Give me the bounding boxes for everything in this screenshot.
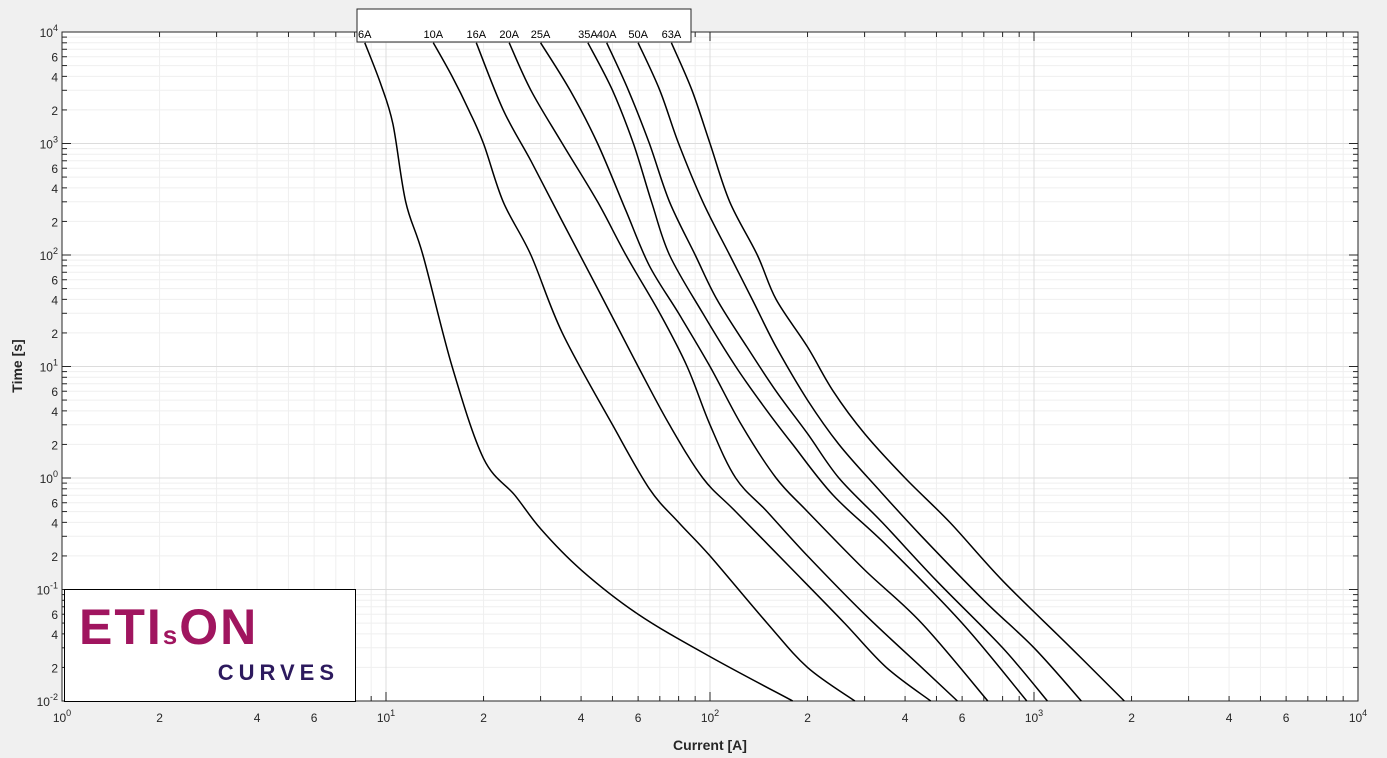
y-tick-label: 4 bbox=[51, 293, 58, 307]
y-tick-label: 6 bbox=[51, 162, 58, 176]
y-tick-label: 2 bbox=[51, 550, 58, 564]
y-tick-label: 4 bbox=[51, 182, 58, 196]
y-tick-label: 4 bbox=[51, 405, 58, 419]
x-tick-label: 2 bbox=[480, 711, 487, 725]
x-axis-title: Current [A] bbox=[673, 737, 747, 753]
x-tick-label: 103 bbox=[1025, 708, 1043, 725]
series-label-16A: 16A bbox=[467, 29, 487, 41]
curve-20A bbox=[508, 42, 958, 702]
x-tick-label: 6 bbox=[635, 711, 642, 725]
curves bbox=[364, 42, 1125, 702]
curve-6A bbox=[364, 42, 794, 702]
y-tick-label: 100 bbox=[40, 469, 58, 486]
y-tick-label: 6 bbox=[51, 51, 58, 65]
y-tick-label: 2 bbox=[51, 215, 58, 229]
y-tick-label: 2 bbox=[51, 438, 58, 452]
curve-16A bbox=[475, 42, 932, 702]
x-tick-label: 100 bbox=[53, 708, 71, 725]
x-tick-label: 4 bbox=[902, 711, 909, 725]
legend-box bbox=[356, 8, 692, 43]
y-tick-label: 10-2 bbox=[37, 692, 58, 709]
logo-subtitle: CURVES bbox=[217, 660, 339, 685]
series-label-25A: 25A bbox=[531, 29, 551, 41]
x-tick-label: 104 bbox=[1349, 708, 1367, 725]
series-label-20A: 20A bbox=[499, 29, 519, 41]
series-label-40A: 40A bbox=[597, 29, 617, 41]
y-tick-label: 104 bbox=[40, 23, 58, 40]
curve-35A bbox=[587, 42, 1028, 702]
y-tick-label: 6 bbox=[51, 497, 58, 511]
y-tick-label: 4 bbox=[51, 70, 58, 84]
curve-25A bbox=[539, 42, 989, 702]
logo-wordmark: ETIsON bbox=[79, 602, 258, 660]
x-tick-label: 2 bbox=[1128, 711, 1135, 725]
y-axis-title: Time [s] bbox=[9, 339, 25, 392]
logo-wordmark-suffix: ON bbox=[179, 599, 259, 655]
y-tick-label: 4 bbox=[51, 516, 58, 530]
y-tick-label: 6 bbox=[51, 608, 58, 622]
x-tick-label: 101 bbox=[377, 708, 395, 725]
x-tick-label: 102 bbox=[701, 708, 719, 725]
x-tick-label: 4 bbox=[254, 711, 261, 725]
y-tick-labels: 10-2 2 4 6 10-1 2 4 6 100 2 4 6 101 2 4 6 102 2 4 6 103 2 4 6 10… bbox=[37, 23, 59, 709]
y-tick-label: 10-1 bbox=[37, 581, 58, 598]
logo-wordmark-small: s bbox=[162, 620, 180, 650]
series-label-35A: 35A bbox=[578, 29, 598, 41]
y-tick-label: 2 bbox=[51, 661, 58, 675]
y-tick-label: 2 bbox=[51, 327, 58, 341]
x-tick-labels: 100 2 4 6 101 2 4 6 102 2 4 6 103 2 4 6 104 bbox=[53, 708, 1367, 725]
x-tick-label: 2 bbox=[804, 711, 811, 725]
series-labels: 6A 10A 16A 20A 25A 35A 40A 50A 63A bbox=[358, 29, 682, 41]
x-tick-label: 6 bbox=[311, 711, 318, 725]
y-tick-label: 2 bbox=[51, 104, 58, 118]
x-tick-label: 6 bbox=[959, 711, 966, 725]
y-tick-label: 103 bbox=[40, 135, 58, 152]
x-tick-label: 6 bbox=[1283, 711, 1290, 725]
y-tick-label: 6 bbox=[51, 274, 58, 288]
series-label-10A: 10A bbox=[424, 29, 444, 41]
curve-63A bbox=[670, 42, 1125, 702]
etison-curves-logo: ETIsON CURVES bbox=[64, 589, 356, 702]
plot-frame bbox=[61, 31, 1359, 702]
curve-10A bbox=[432, 42, 856, 702]
curve-40A bbox=[606, 42, 1048, 702]
y-tick-label: 6 bbox=[51, 385, 58, 399]
x-tick-label: 4 bbox=[1226, 711, 1233, 725]
series-label-50A: 50A bbox=[628, 29, 648, 41]
y-tick-label: 102 bbox=[40, 246, 58, 263]
x-tick-label: 4 bbox=[578, 711, 585, 725]
y-tick-label: 4 bbox=[51, 628, 58, 642]
logo-wordmark-prefix: ETI bbox=[79, 599, 163, 655]
series-label-6A: 6A bbox=[358, 29, 372, 41]
x-tick-label: 2 bbox=[156, 711, 163, 725]
y-tick-label: 101 bbox=[40, 358, 58, 375]
curve-50A bbox=[637, 42, 1082, 702]
series-label-63A: 63A bbox=[662, 29, 682, 41]
